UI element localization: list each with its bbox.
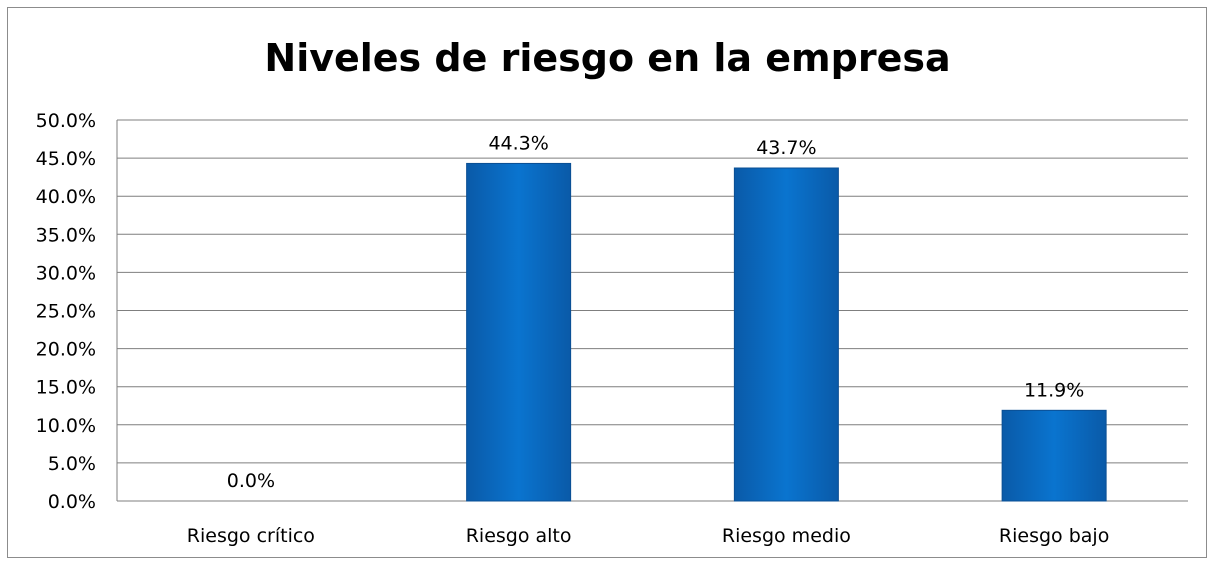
- y-tick-label: 40.0%: [36, 186, 96, 208]
- y-tick-label: 0.0%: [48, 491, 96, 513]
- y-tick-label: 15.0%: [36, 377, 96, 399]
- data-label: 11.9%: [1024, 379, 1084, 401]
- category-label: Riesgo crítico: [187, 525, 315, 547]
- data-label: 0.0%: [227, 470, 275, 492]
- bars: [466, 162, 1107, 502]
- chart-title: Niveles de riesgo en la empresa: [264, 36, 951, 80]
- x-axis-categories: Riesgo crítico Riesgo alto Riesgo medio Rie…: [187, 525, 1110, 547]
- data-label: 43.7%: [756, 137, 816, 159]
- category-label: Riesgo alto: [466, 525, 572, 547]
- data-labels: 0.0% 44.3% 43.7% 11.9%: [227, 132, 1085, 492]
- bar: [733, 167, 839, 502]
- y-tick-label: 35.0%: [36, 224, 96, 246]
- y-axis-ticks: 0.0% 5.0% 10.0% 15.0% 20.0% 25.0% 30.0% 35.0% 40…: [36, 110, 96, 513]
- data-label: 44.3%: [488, 132, 548, 154]
- bar: [466, 162, 572, 502]
- y-tick-label: 45.0%: [36, 148, 96, 170]
- y-tick-label: 5.0%: [48, 453, 96, 475]
- y-tick-label: 50.0%: [36, 110, 96, 132]
- y-tick-label: 30.0%: [36, 262, 96, 284]
- category-label: Riesgo bajo: [999, 525, 1109, 547]
- y-tick-label: 20.0%: [36, 339, 96, 361]
- category-label: Riesgo medio: [722, 525, 851, 547]
- y-tick-label: 10.0%: [36, 415, 96, 437]
- y-tick-label: 25.0%: [36, 301, 96, 323]
- bar: [1001, 409, 1107, 502]
